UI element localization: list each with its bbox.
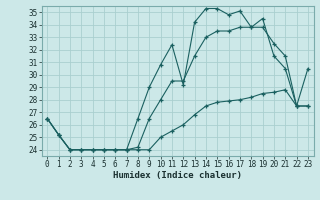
X-axis label: Humidex (Indice chaleur): Humidex (Indice chaleur)	[113, 171, 242, 180]
